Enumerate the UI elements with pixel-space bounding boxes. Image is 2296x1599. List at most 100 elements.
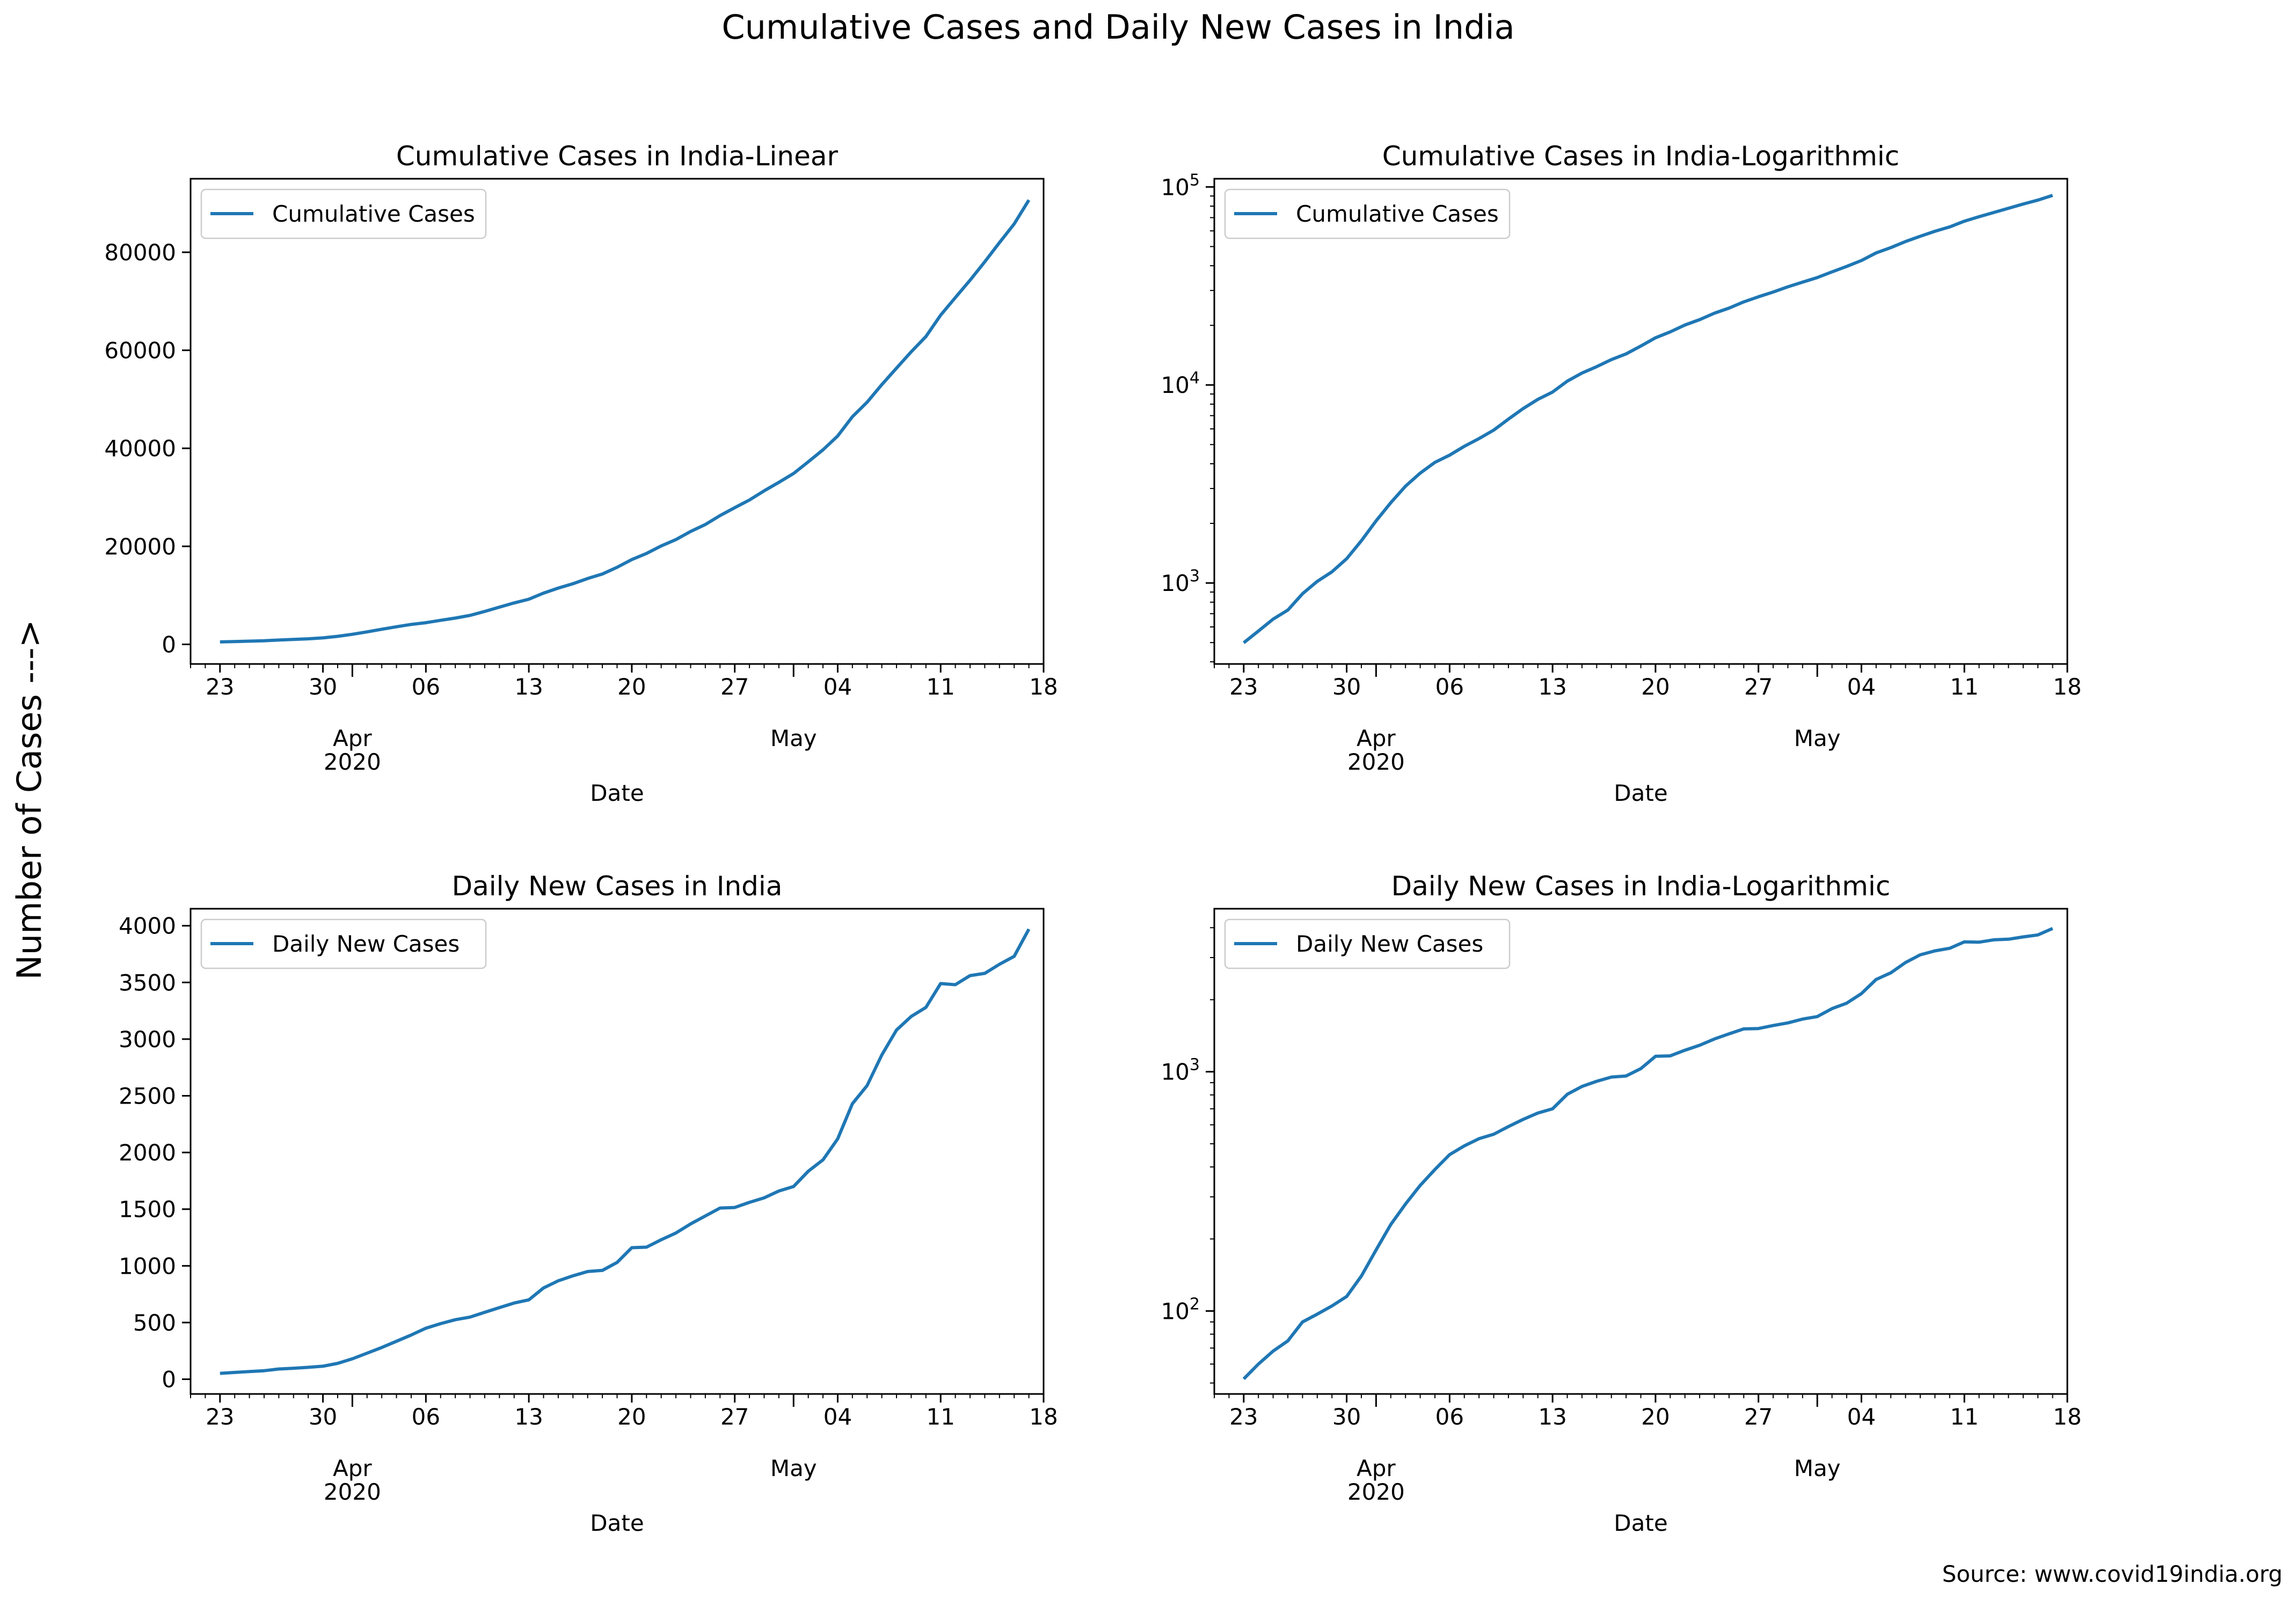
source-note: Source: www.covid19india.org [1942, 1561, 2283, 1587]
x-tick-label: 06 [412, 674, 440, 700]
x-axis-label: Date [590, 780, 644, 806]
legend-label: Cumulative Cases [1296, 201, 1499, 227]
y-tick-label: 102 [1161, 1295, 1200, 1324]
legend: Daily New Cases [1224, 918, 1511, 969]
x-tick-label: 04 [1847, 1404, 1876, 1430]
x-year-label: 2020 [1347, 1479, 1405, 1505]
x-tick-label: 18 [2053, 1404, 2081, 1430]
x-tick-label: 18 [1029, 1404, 1058, 1430]
x-month-label: May [1794, 725, 1841, 751]
x-axis-label: Date [590, 1510, 644, 1536]
x-tick-label: 23 [1229, 1404, 1258, 1430]
plot-frame [1213, 178, 2068, 665]
y-tick-exponent: 2 [1190, 1295, 1200, 1313]
x-tick-label: 11 [1950, 674, 1978, 700]
x-tick-label: 27 [720, 1404, 749, 1430]
legend-label: Daily New Cases [1296, 931, 1483, 957]
series-line [220, 928, 1031, 1375]
x-tick-label: 23 [206, 674, 234, 700]
y-tick-label: 3500 [119, 969, 176, 996]
x-tick-label: 30 [309, 674, 337, 700]
y-tick-label: 3000 [119, 1026, 176, 1053]
y-tick-label: 1500 [119, 1196, 176, 1223]
x-tick-label: 04 [823, 674, 852, 700]
legend-label: Daily New Cases [272, 931, 460, 957]
x-tick-label: 13 [1538, 674, 1566, 700]
x-tick-label: 13 [514, 674, 543, 700]
y-tick-label: 40000 [104, 435, 176, 462]
y-tick-exponent: 4 [1190, 369, 1200, 388]
x-year-label: 2020 [1347, 749, 1405, 775]
y-tick-label: 103 [1161, 567, 1200, 596]
y-tick-label: 105 [1161, 171, 1200, 200]
y-tick-exponent: 3 [1190, 567, 1200, 586]
series-line [1242, 194, 2053, 644]
x-month-label: Apr [333, 725, 372, 751]
y-tick-label: 2000 [119, 1140, 176, 1166]
x-tick-label: 20 [1641, 674, 1670, 700]
subplot-title: Cumulative Cases in India-Logarithmic [1382, 141, 1900, 172]
legend-box [1224, 918, 1511, 969]
subplot-title: Cumulative Cases in India-Linear [396, 141, 839, 172]
x-axis-label: Date [1614, 780, 1667, 806]
x-tick-label: 13 [514, 1404, 543, 1430]
x-tick-label: 30 [1332, 674, 1361, 700]
figure-title: Cumulative Cases and Daily New Cases in … [721, 8, 1514, 47]
y-tick-label: 1000 [119, 1253, 176, 1279]
y-tick-label: 80000 [104, 239, 176, 266]
x-month-label: Apr [333, 1455, 372, 1481]
legend: Cumulative Cases [200, 188, 487, 239]
x-tick-label: 11 [926, 1404, 954, 1430]
x-tick-label: 20 [617, 674, 646, 700]
y-tick-label: 2500 [119, 1083, 176, 1109]
plot-frame [189, 908, 1045, 1395]
x-tick-label: 06 [1435, 674, 1464, 700]
legend-label: Cumulative Cases [272, 201, 475, 227]
y-tick-label: 0 [162, 1367, 176, 1393]
x-tick-label: 18 [1029, 674, 1058, 700]
y-tick-exponent: 3 [1190, 1056, 1200, 1075]
y-tick-label: 20000 [104, 534, 176, 560]
x-tick-label: 11 [926, 674, 954, 700]
subplot-3: Daily New Cases in India 23 30 06 13 20 27 04 11… [119, 871, 1058, 1536]
x-tick-label: 06 [1435, 1404, 1464, 1430]
x-axis-label: Date [1614, 1510, 1667, 1536]
legend-box [200, 918, 487, 969]
plot-frame [1213, 908, 2068, 1395]
legend-box [200, 188, 487, 239]
x-tick-label: 11 [1950, 1404, 1978, 1430]
x-tick-label: 04 [1847, 674, 1876, 700]
subplot-2: Cumulative Cases in India-Logarithmic 23 3… [1161, 141, 2081, 806]
legend: Cumulative Cases [1224, 188, 1511, 239]
y-tick-base: 10 [1161, 174, 1189, 200]
x-tick-label: 18 [2053, 674, 2081, 700]
x-tick-label: 23 [206, 1404, 234, 1430]
subplot-title: Daily New Cases in India [452, 871, 783, 902]
x-tick-label: 27 [1744, 1404, 1773, 1430]
figure-ylabel: Number of Cases ---> [10, 619, 49, 980]
x-tick-label: 20 [1641, 1404, 1670, 1430]
x-tick-label: 27 [1744, 674, 1773, 700]
x-month-label: May [1794, 1455, 1841, 1481]
x-tick-label: 23 [1229, 674, 1258, 700]
x-month-label: May [770, 725, 817, 751]
legend-box [1224, 188, 1511, 239]
y-tick-label: 104 [1161, 369, 1200, 398]
subplot-1: Cumulative Cases in India-Linear 23 30 06 13… [104, 141, 1058, 806]
x-year-label: 2020 [324, 749, 381, 775]
y-tick-label: 4000 [119, 913, 176, 939]
y-tick-exponent: 5 [1190, 171, 1200, 189]
y-tick-label: 60000 [104, 338, 176, 364]
x-tick-label: 04 [823, 1404, 852, 1430]
y-tick-label: 103 [1161, 1056, 1200, 1085]
x-tick-label: 30 [309, 1404, 337, 1430]
y-tick-base: 10 [1161, 1059, 1189, 1085]
x-tick-label: 06 [412, 1404, 440, 1430]
y-tick-base: 10 [1161, 1298, 1189, 1324]
legend: Daily New Cases [200, 918, 487, 969]
plot-frame [189, 178, 1045, 665]
x-month-label: May [770, 1455, 817, 1481]
